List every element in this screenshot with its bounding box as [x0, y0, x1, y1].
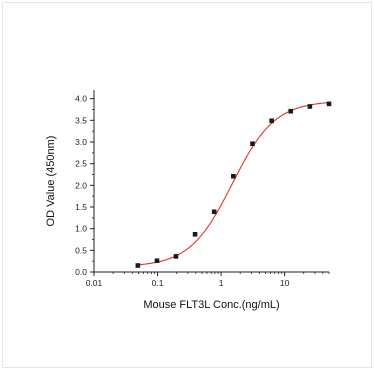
x-tick-label: 0.1 [152, 278, 164, 288]
data-point [269, 118, 274, 124]
y-tick-label: 1.5 [75, 202, 87, 212]
data-point [250, 141, 255, 147]
y-tick-label: 4.0 [75, 94, 87, 104]
y-tick-label: 1.0 [75, 224, 87, 234]
x-tick-label: 10 [280, 278, 290, 288]
data-point [173, 254, 179, 259]
data-point [211, 209, 217, 215]
y-tick-label: 0.5 [75, 245, 87, 255]
data-point [326, 101, 332, 107]
data-point [288, 108, 294, 114]
x-tick-label: 0.01 [86, 278, 103, 288]
x-tick-label: 1 [219, 278, 224, 288]
data-point [154, 258, 160, 264]
x-axis-title: Mouse FLT3L Conc.(ng/mL) [143, 299, 279, 311]
y-axis-title: OD Value (450nm) [45, 136, 57, 227]
data-point [135, 263, 141, 268]
data-points-layer [135, 101, 332, 268]
data-point [192, 232, 198, 237]
chart-frame [2, 2, 372, 368]
y-tick-label: 2.5 [75, 159, 87, 169]
data-point [307, 104, 313, 109]
y-tick-label: 3.5 [75, 115, 87, 125]
y-tick-label: 3.0 [75, 137, 87, 147]
data-point [231, 173, 236, 179]
fit-curve-layer [136, 101, 330, 266]
fit-curve [136, 101, 330, 266]
y-tick-label: 2.0 [75, 180, 87, 190]
axes: 0.0 0.5 1.0 1.5 2.0 2.5 3.0 3.5 4.0 0.01 0.1 1 10 [75, 90, 330, 288]
y-tick-label: 0.0 [75, 267, 87, 277]
